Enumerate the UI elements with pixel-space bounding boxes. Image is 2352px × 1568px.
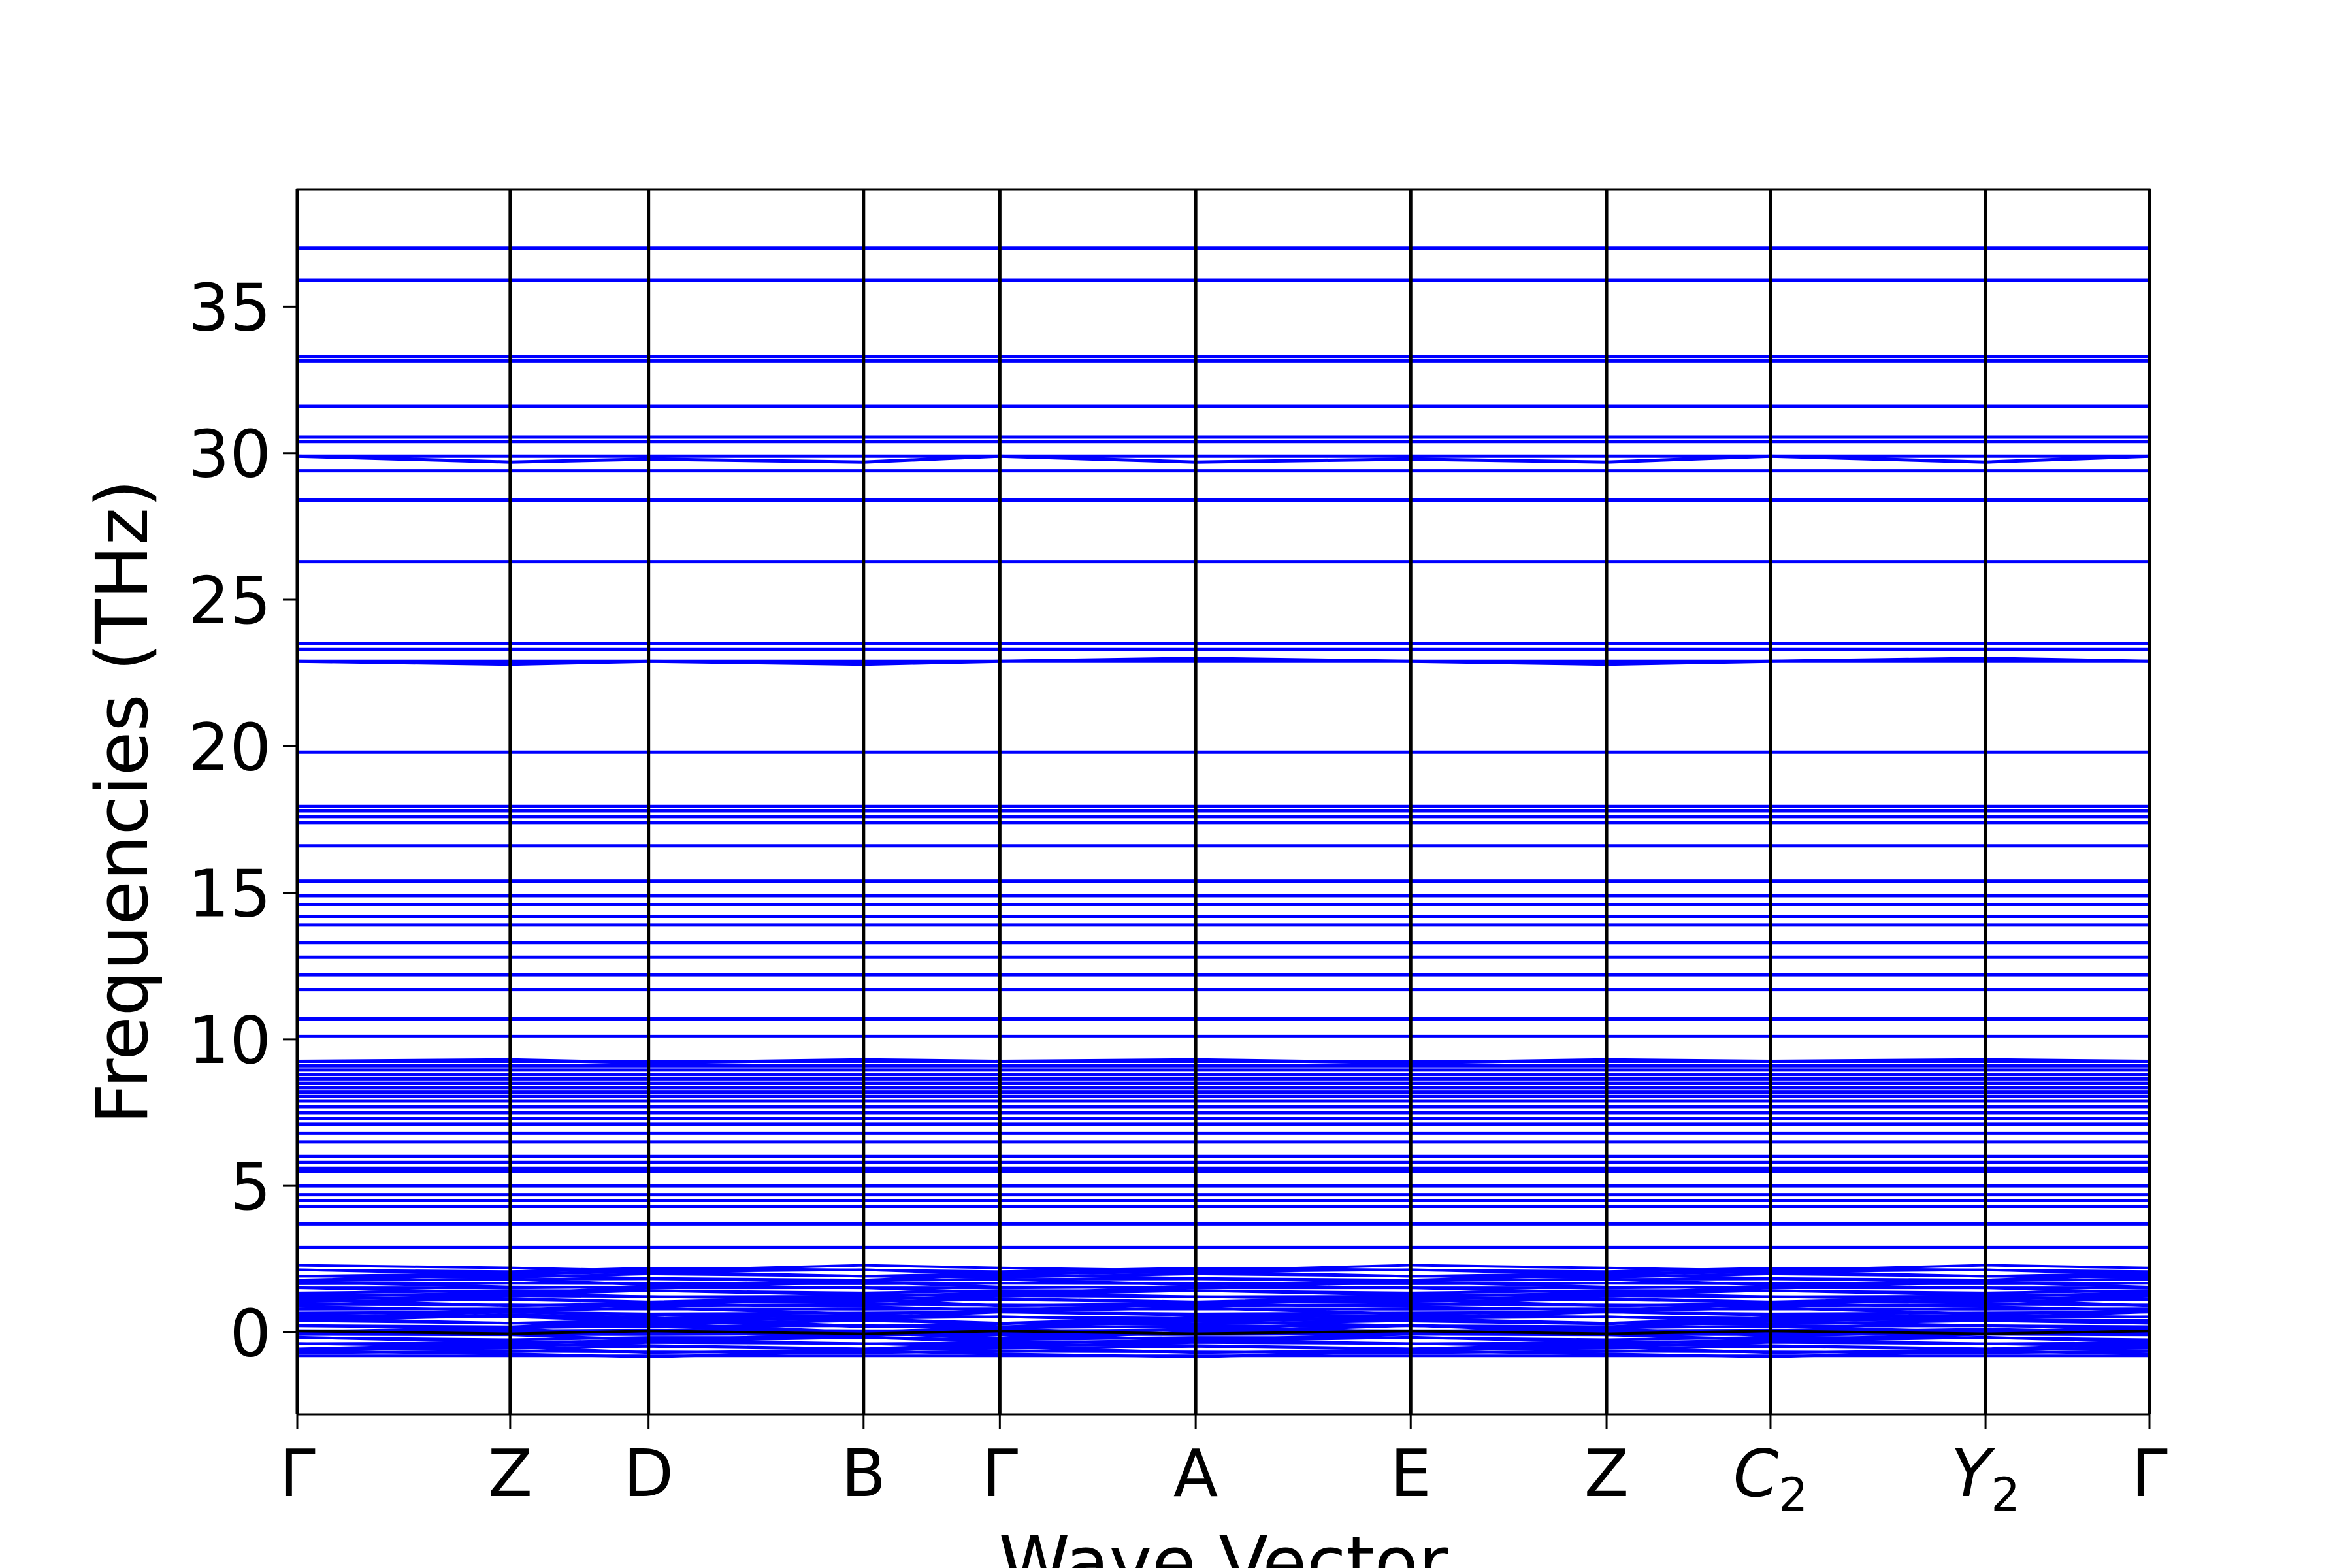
x-tick-label: C2 xyxy=(1733,1435,1808,1522)
x-tick-label: Γ xyxy=(279,1435,316,1512)
y-tick-label: 30 xyxy=(188,416,271,493)
y-tick-label: 15 xyxy=(188,856,271,932)
y-tick-label: 0 xyxy=(229,1295,271,1371)
band-line xyxy=(297,1311,2150,1315)
y-tick-label: 35 xyxy=(188,269,271,346)
plot-frame xyxy=(296,188,2151,1416)
x-tick-label: A xyxy=(1173,1435,1218,1512)
x-tick-label: Z xyxy=(1584,1435,1629,1512)
y-tick-label: 10 xyxy=(188,1002,271,1079)
y-tick-label: 25 xyxy=(188,563,271,639)
y-axis-label: Frequencies (THz) xyxy=(80,480,164,1124)
y-axis-ticks: 0 5 10 15 20 25 30 35 xyxy=(188,269,297,1371)
band-lines xyxy=(297,246,2150,1359)
x-tick-label: B xyxy=(841,1435,886,1512)
x-tick-label: D xyxy=(623,1435,674,1512)
y-tick-label: 5 xyxy=(229,1149,271,1225)
high-symmetry-lines xyxy=(295,189,2151,1414)
y-tick-label: 20 xyxy=(188,709,271,785)
x-tick-label: Y2 xyxy=(1951,1435,2020,1522)
x-axis-ticks: Γ Z D B Γ A E Z C2 Y2 Γ xyxy=(279,1414,2168,1522)
x-tick-label: Γ xyxy=(2131,1435,2168,1512)
x-tick-label: E xyxy=(1390,1435,1431,1512)
x-tick-label: Z xyxy=(488,1435,533,1512)
x-axis-label: Wave Vector xyxy=(999,1521,1448,1568)
x-tick-label: Γ xyxy=(981,1435,1018,1512)
